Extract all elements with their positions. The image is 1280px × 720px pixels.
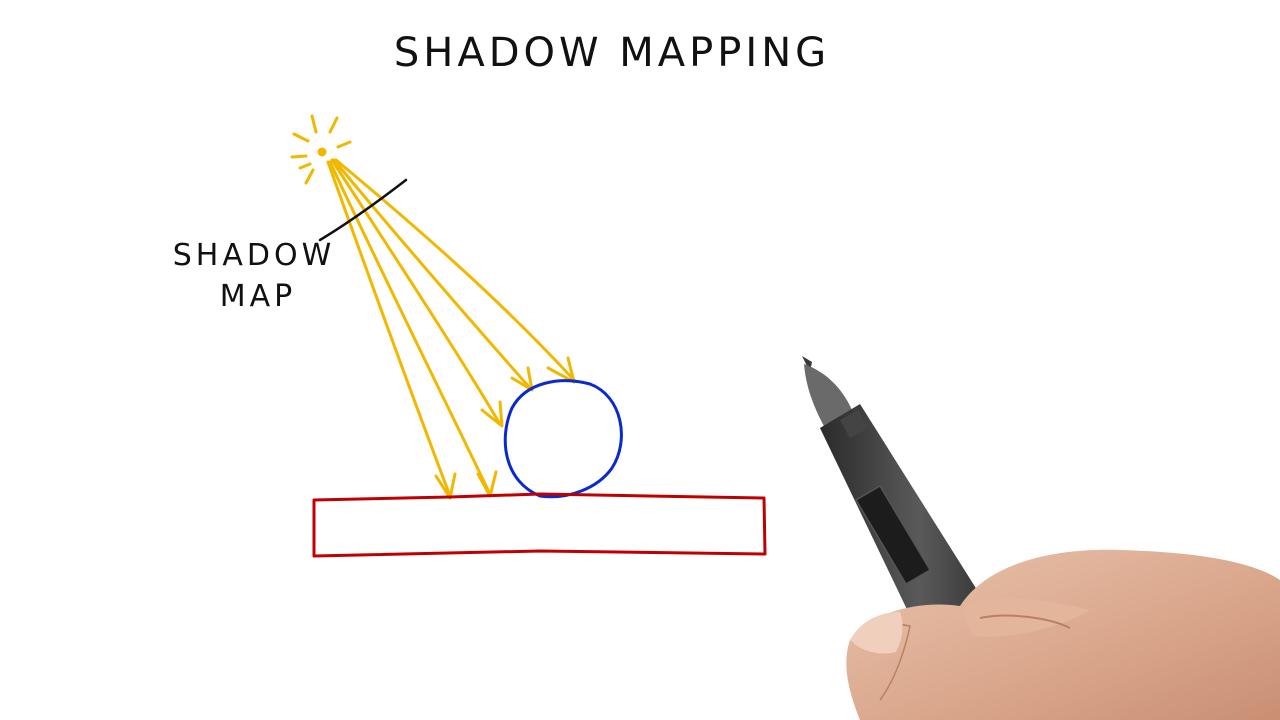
sun-icon xyxy=(290,114,352,185)
light-ray-3 xyxy=(330,158,504,428)
light-ray-2 xyxy=(328,160,498,498)
sphere xyxy=(503,379,623,499)
shadow-map-label-line1: SHADOW xyxy=(173,238,336,273)
title: SHADOW MAPPING xyxy=(394,30,830,76)
hand xyxy=(846,549,1280,720)
shadow-map-plane xyxy=(318,178,408,242)
shadow-map-label-line2: MAP xyxy=(220,279,297,314)
light-ray-4 xyxy=(332,158,534,392)
ground-plane xyxy=(312,492,767,558)
light-ray-1 xyxy=(326,160,457,500)
